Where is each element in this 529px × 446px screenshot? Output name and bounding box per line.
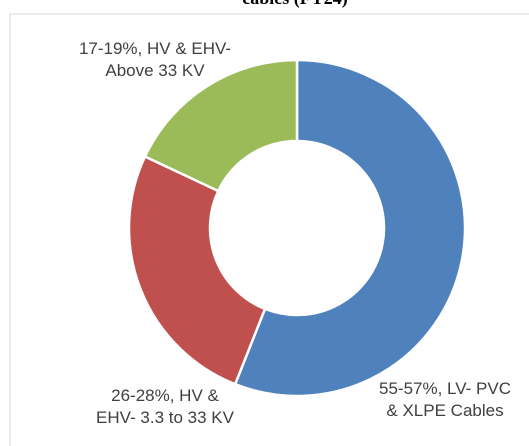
donut-slice xyxy=(127,154,267,386)
data-label: 55-57%, LV- PVC & XLPE Cables xyxy=(379,379,511,420)
data-label: 17-19%, HV & EHV- Above 33 KV xyxy=(78,39,232,80)
donut-slice xyxy=(233,58,467,398)
chart-frame xyxy=(9,13,529,446)
donut-slice xyxy=(143,58,299,193)
chart-title: cables (FY24) xyxy=(0,0,529,9)
data-label: 26-28%, HV & EHV- 3.3 to 33 KV xyxy=(96,386,234,427)
